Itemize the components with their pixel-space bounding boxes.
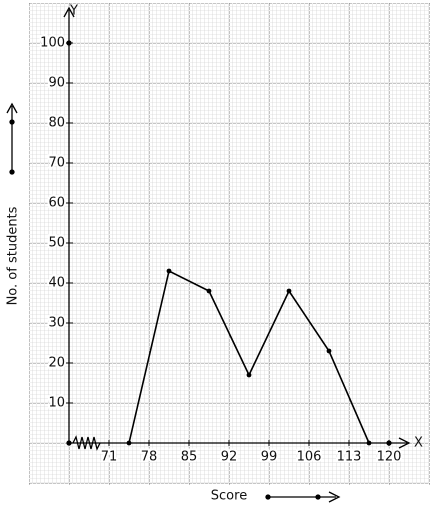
x-tick-label: 85 [181, 450, 198, 465]
x-axis-label: Score [211, 489, 247, 504]
x-tick-label: 78 [141, 450, 158, 465]
decor-arrows [6, 102, 341, 503]
y-tick-label: 90 [48, 76, 65, 91]
x-tick-label: 99 [261, 450, 278, 465]
x-tick-label: 120 [377, 450, 402, 465]
x-tick-label: 113 [337, 450, 362, 465]
y-tick-label: 100 [40, 36, 65, 51]
point [366, 440, 372, 446]
y-tick-label: 20 [48, 356, 65, 371]
point [206, 288, 212, 294]
graph-paper [29, 3, 430, 485]
x-tick-label: 106 [297, 450, 322, 465]
y-tick-label: 70 [48, 156, 65, 171]
y-tick-label: 30 [48, 316, 65, 331]
point [246, 372, 252, 378]
y-axis-label: No. of students [6, 206, 21, 305]
y-tick-label: 50 [48, 236, 65, 251]
x-tick-label: 71 [101, 450, 118, 465]
x-axis-name: X [414, 436, 423, 451]
y-tick-label: 60 [48, 196, 65, 211]
y-axis-name: Y [69, 4, 78, 19]
x-tick-label: 92 [221, 450, 238, 465]
point [126, 440, 132, 446]
y-tick-label: 10 [48, 396, 65, 411]
point [326, 348, 332, 354]
y-tick-label: 40 [48, 276, 65, 291]
y-tick-label: 80 [48, 116, 65, 131]
point [166, 268, 172, 274]
point [286, 288, 292, 294]
